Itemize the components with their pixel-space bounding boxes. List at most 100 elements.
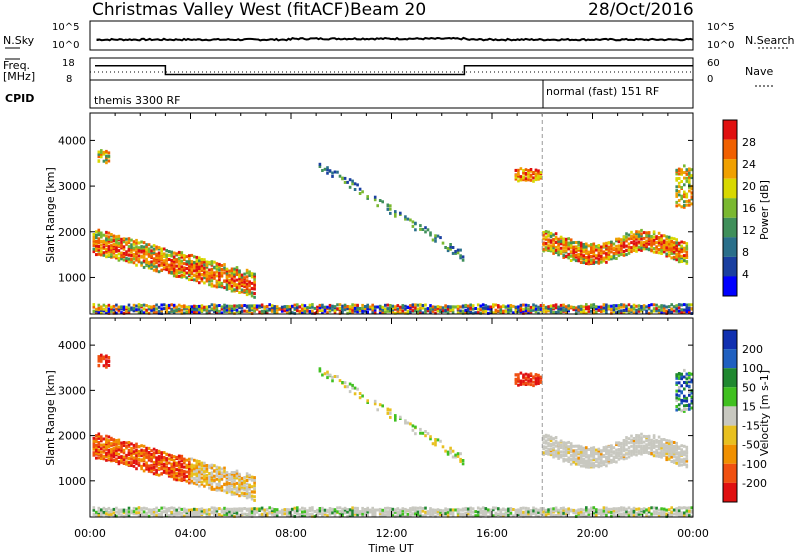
power-cell [635, 311, 638, 315]
power-cell [100, 246, 103, 250]
velocity-cell [238, 482, 241, 486]
power-cell [172, 271, 176, 275]
power-cell [185, 260, 189, 264]
velocity-cell [135, 467, 138, 471]
velocity-cell [303, 510, 307, 514]
power-cell [167, 263, 171, 267]
velocity-cell [617, 443, 621, 447]
velocity-cell [567, 507, 570, 511]
power-cell [195, 270, 199, 274]
velocity-cell [167, 473, 171, 477]
velocity-cell [323, 508, 327, 512]
power-cell [225, 285, 229, 288]
velocity-cell [306, 509, 309, 513]
power-cell [130, 245, 133, 249]
power-cell [353, 188, 357, 191]
power-cell [522, 309, 525, 313]
power-cell [127, 253, 131, 257]
power-cell [592, 247, 596, 251]
velocity-cell [248, 509, 251, 513]
power-cell [652, 238, 656, 242]
velocity-cell [645, 438, 648, 441]
power-cell [172, 274, 176, 278]
velocity-cell [140, 507, 143, 511]
power-cell [579, 249, 583, 253]
velocity-cell [185, 458, 189, 462]
velocity-cell [115, 451, 118, 455]
power-cell [404, 311, 407, 315]
velocity-cell [107, 514, 111, 518]
power-cell [542, 241, 545, 245]
velocity-cell [630, 511, 633, 515]
velocity-cell [590, 462, 593, 466]
power-cell [389, 306, 392, 310]
velocity-cell [112, 511, 116, 515]
velocity-cell [554, 436, 558, 439]
power-cell [160, 263, 163, 267]
velocity-cell [677, 509, 681, 513]
velocity-cell [183, 469, 186, 473]
velocity-cell [145, 511, 148, 515]
velocity-cell [647, 451, 651, 455]
power-cell [519, 306, 523, 310]
velocity-cell [642, 509, 646, 513]
power-cell [95, 244, 98, 248]
power-cell [328, 169, 332, 173]
velocity-cell [574, 453, 578, 457]
velocity-cell [120, 455, 123, 459]
velocity-cell [620, 447, 623, 451]
power-cell [439, 310, 442, 313]
velocity-cell [688, 385, 691, 388]
velocity-cell [381, 404, 384, 408]
velocity-cell [532, 380, 535, 384]
velocity-cell [549, 447, 553, 451]
velocity-cell [102, 457, 106, 461]
power-cell [685, 309, 689, 313]
velocity-cell [165, 510, 168, 514]
velocity-cell [225, 478, 229, 482]
power-cell [630, 250, 633, 254]
velocity-cell [519, 371, 523, 375]
nsky-series-line [96, 36, 693, 42]
velocity-cell [336, 506, 339, 510]
power-cell [105, 251, 108, 255]
velocity-cell [155, 472, 158, 476]
velocity-cell [677, 394, 681, 398]
power-cell [585, 262, 588, 265]
velocity-cell [115, 514, 118, 518]
velocity-cell [534, 377, 538, 381]
velocity-cell [688, 514, 691, 517]
power-cell [434, 305, 437, 309]
velocity-cell [416, 512, 420, 516]
power-cell [160, 303, 163, 307]
velocity-cell [102, 449, 106, 453]
power-cell [544, 241, 548, 245]
power-cell [454, 250, 457, 253]
power-cell [394, 212, 397, 215]
velocity-cell [431, 512, 435, 516]
power-cell [635, 308, 638, 312]
velocity-cell [502, 512, 505, 516]
velocity-cell [605, 459, 608, 463]
velocity-cell [662, 451, 666, 455]
velocity-cell [183, 459, 186, 463]
velocity-cell [537, 378, 540, 382]
power-cell [650, 243, 653, 247]
power-cell [183, 254, 186, 258]
power-cell [479, 304, 482, 308]
velocity-cell [321, 373, 324, 377]
power-cell [172, 259, 176, 263]
power-cell [120, 305, 123, 309]
power-cell [122, 305, 126, 309]
velocity-cell [484, 513, 488, 516]
velocity-cell [235, 471, 239, 475]
velocity-cell [645, 450, 648, 454]
power-cell [140, 254, 143, 258]
velocity-cell [97, 432, 101, 436]
power-cell [348, 307, 352, 310]
velocity-cell [223, 509, 226, 513]
velocity-cell [585, 450, 588, 454]
power-cell [253, 295, 256, 299]
power-cell [160, 307, 163, 311]
velocity-cell [218, 477, 221, 481]
